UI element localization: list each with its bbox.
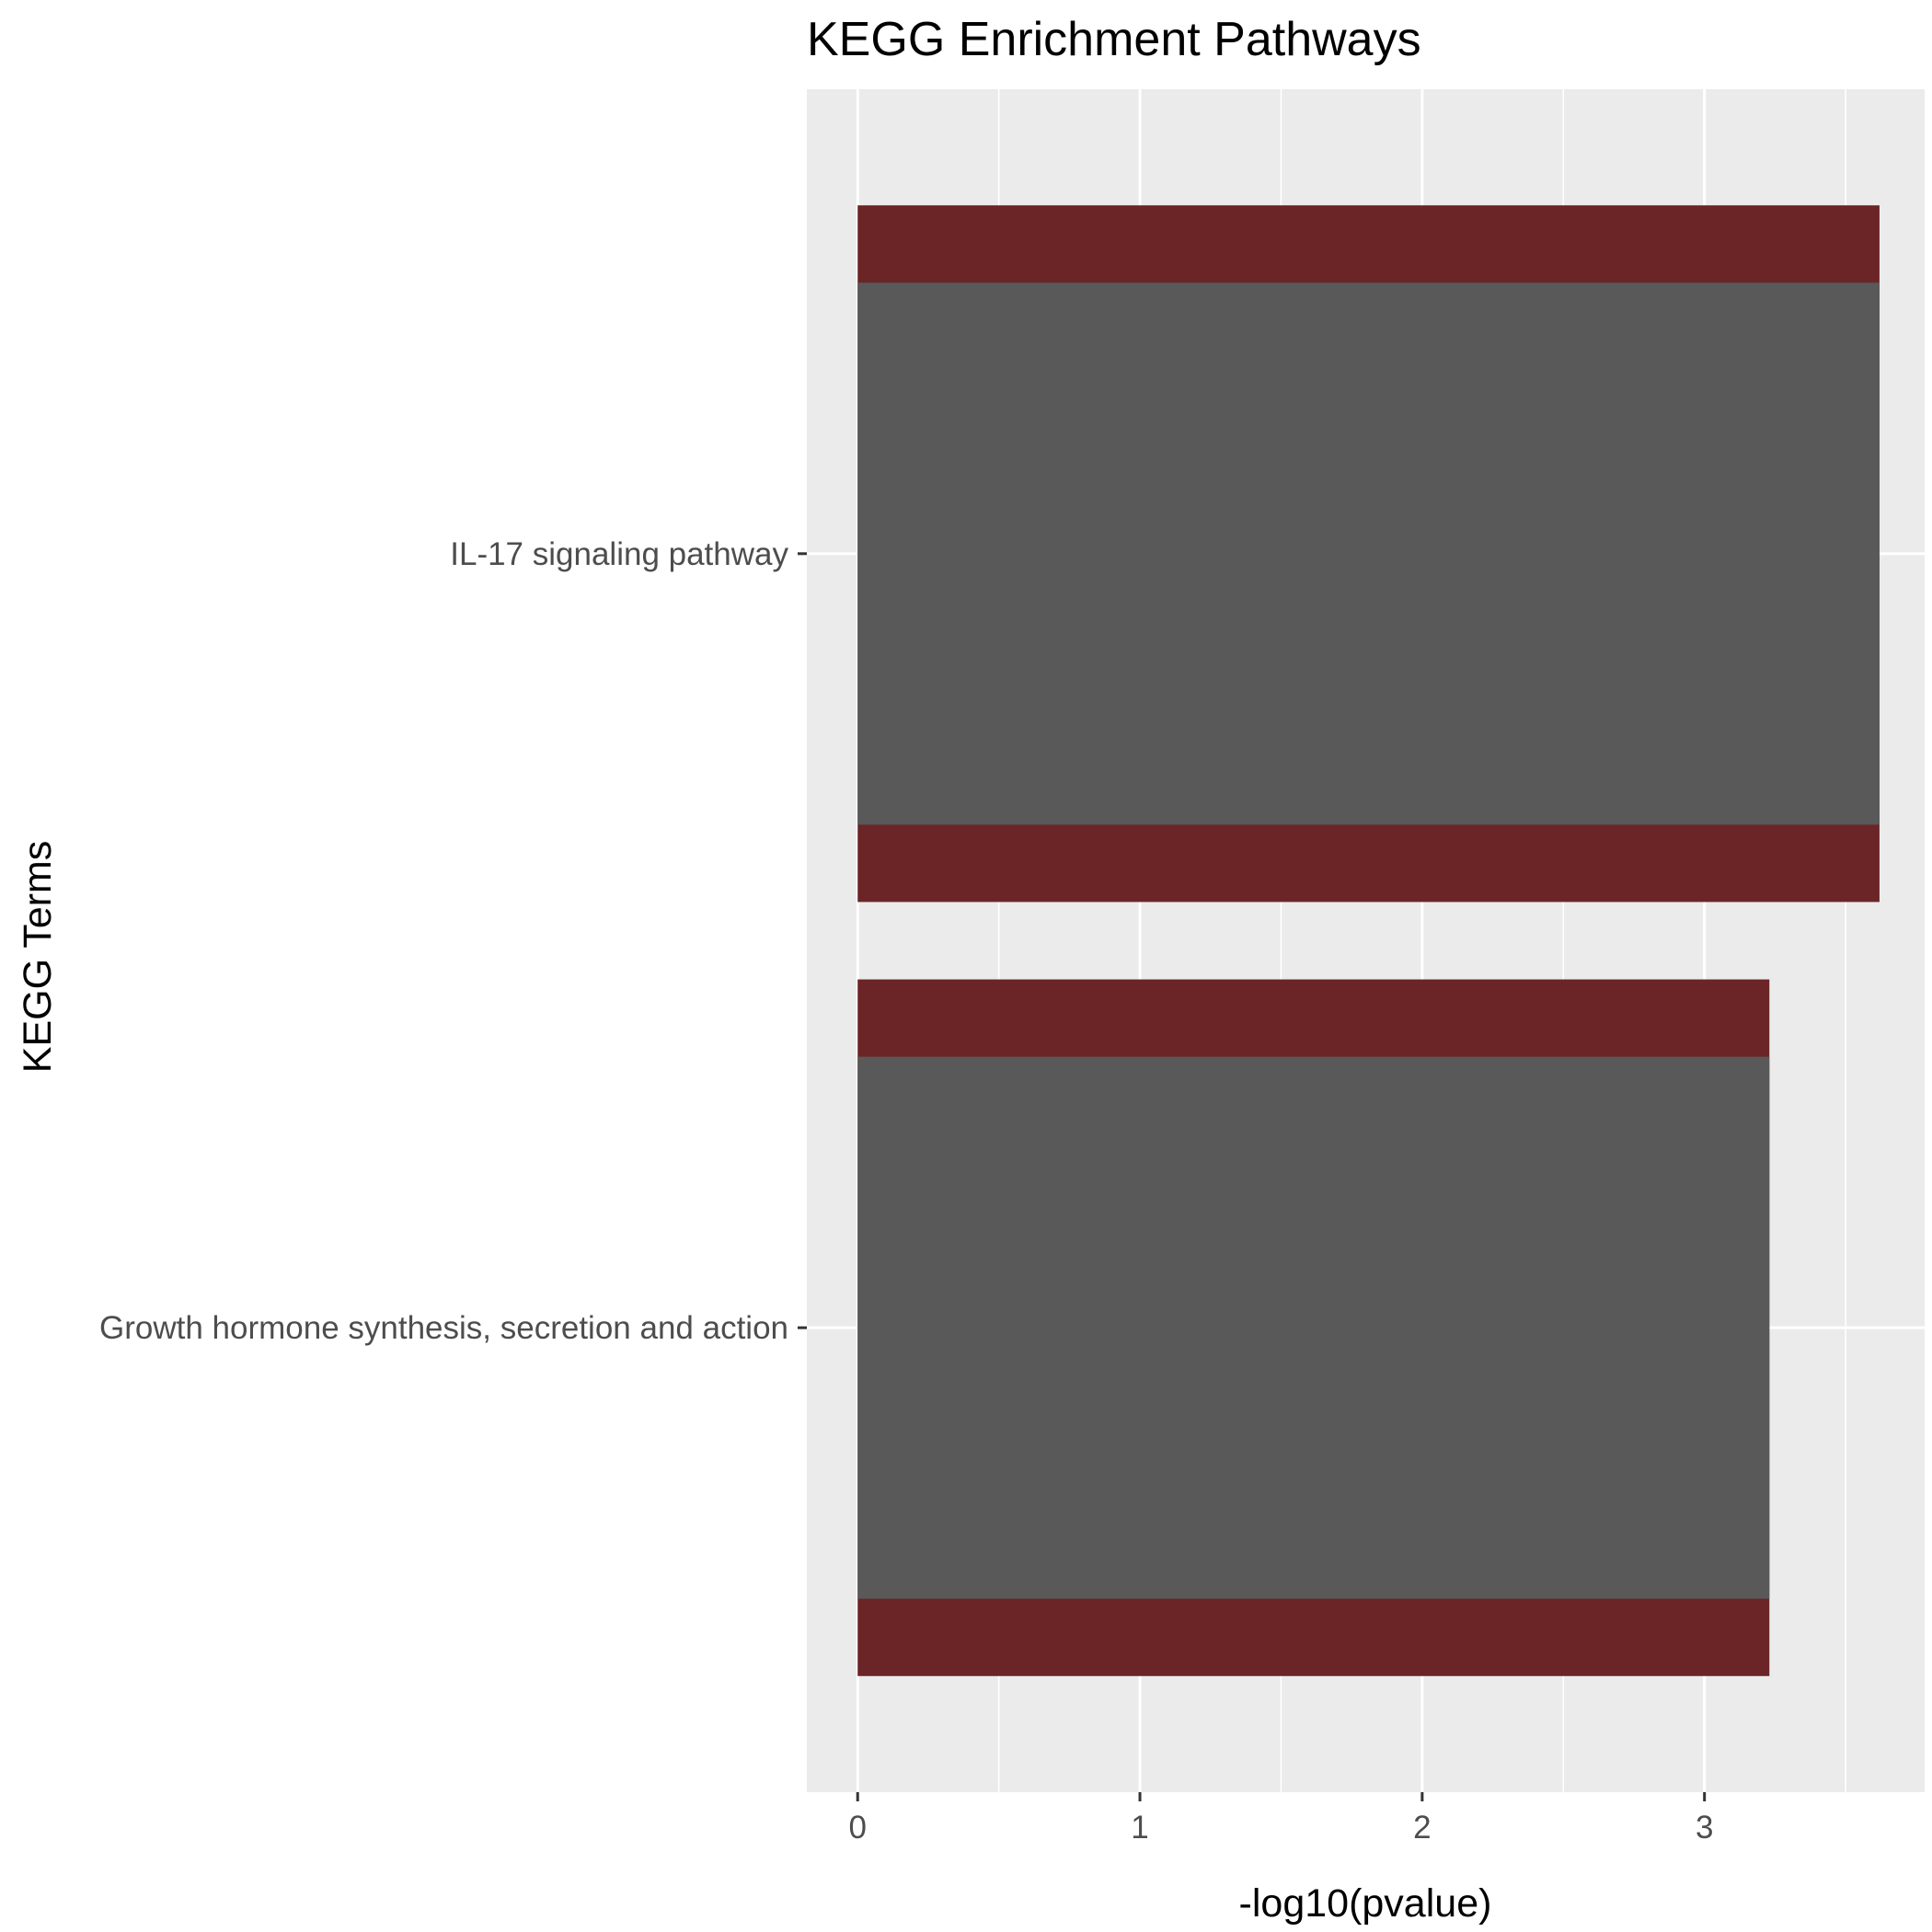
x-axis: 0 1 2 3 <box>848 1792 1713 1846</box>
bar-inner-fill <box>857 1056 1770 1599</box>
y-tick-label: IL-17 signaling pathway <box>450 536 788 572</box>
x-tick-label: 1 <box>1131 1810 1148 1846</box>
y-tick-label: Growth hormone synthesis, secretion and … <box>99 1310 788 1346</box>
x-tick-label: 3 <box>1696 1810 1713 1846</box>
x-axis-title: -log10(pvalue) <box>1239 1881 1492 1926</box>
bars <box>857 205 1880 1676</box>
y-axis: IL-17 signaling pathway Growth hormone sy… <box>99 536 807 1346</box>
bar-inner-fill <box>857 282 1880 825</box>
x-tick-label: 2 <box>1413 1810 1431 1846</box>
y-axis-title: KEGG Terms <box>16 841 60 1073</box>
x-tick-label: 0 <box>848 1810 866 1846</box>
chart-title: KEGG Enrichment Pathways <box>807 13 1421 66</box>
